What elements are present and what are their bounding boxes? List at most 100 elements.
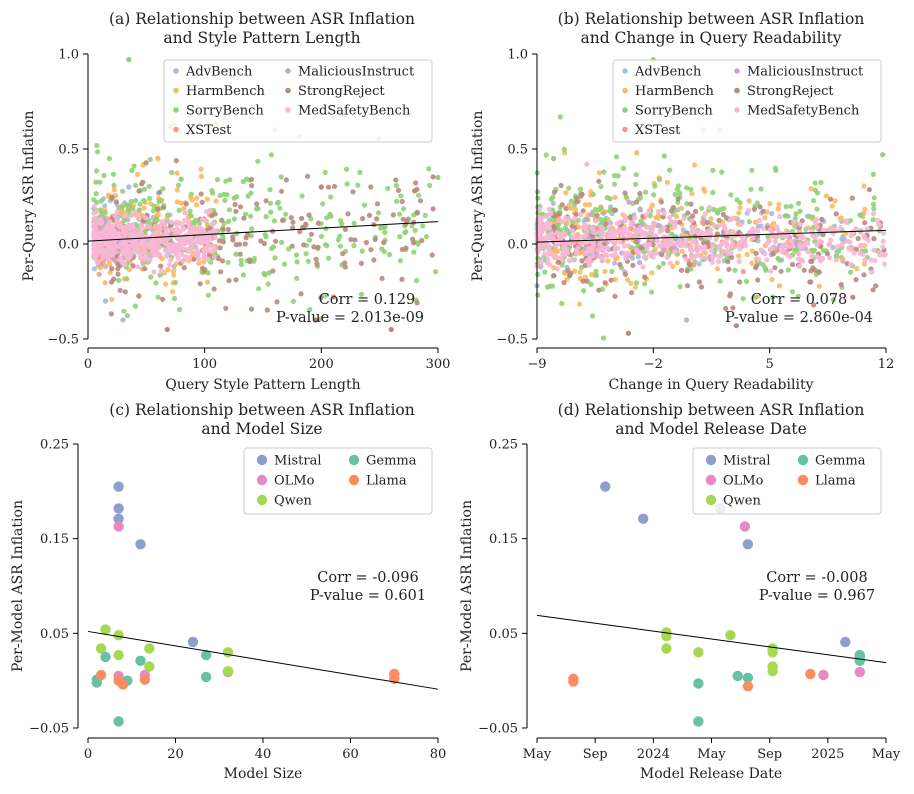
point-harmbench bbox=[198, 173, 204, 179]
point-medsafetybench bbox=[169, 227, 175, 233]
panel-d-title-line2: and Model Release Date bbox=[615, 420, 807, 438]
point-sorrybench bbox=[268, 152, 274, 158]
point-medsafetybench bbox=[536, 229, 542, 235]
point-sorrybench bbox=[880, 152, 886, 158]
point-sorrybench bbox=[385, 185, 391, 192]
point-harmbench bbox=[577, 269, 583, 275]
legend-label-gemma: Gemma bbox=[815, 454, 866, 469]
point-sorrybench bbox=[272, 255, 278, 261]
point-medsafetybench bbox=[882, 252, 888, 258]
point-strongreject bbox=[569, 223, 575, 229]
point-medsafetybench bbox=[589, 225, 595, 231]
point-sorrybench bbox=[820, 248, 826, 254]
point-strongreject bbox=[714, 231, 721, 237]
point-gemma bbox=[100, 651, 111, 663]
point-medsafetybench bbox=[140, 242, 146, 248]
point-advbench bbox=[755, 224, 761, 230]
point-medsafetybench bbox=[210, 221, 216, 227]
point-medsafetybench bbox=[566, 216, 572, 222]
point-sorrybench bbox=[550, 194, 556, 200]
point-strongreject bbox=[273, 238, 279, 244]
point-medsafetybench bbox=[204, 240, 210, 246]
point-medsafetybench bbox=[809, 253, 815, 259]
point-medsafetybench bbox=[147, 235, 153, 241]
point-medsafetybench bbox=[570, 228, 576, 234]
point-medsafetybench bbox=[809, 228, 815, 234]
point-medsafetybench bbox=[730, 229, 736, 235]
point-sorrybench bbox=[620, 165, 627, 171]
point-harmbench bbox=[613, 256, 619, 262]
point-strongreject bbox=[315, 244, 321, 250]
point-medsafetybench bbox=[584, 240, 590, 246]
point-harmbench bbox=[702, 188, 708, 194]
point-medsafetybench bbox=[573, 247, 580, 253]
point-strongreject bbox=[726, 266, 732, 272]
point-harmbench bbox=[775, 206, 781, 212]
point-sorrybench bbox=[222, 197, 228, 203]
point-strongreject bbox=[685, 210, 691, 216]
point-medsafetybench bbox=[186, 221, 192, 227]
point-sorrybench bbox=[132, 182, 139, 188]
point-strongreject bbox=[288, 215, 294, 221]
point-mistral bbox=[638, 513, 649, 524]
point-medsafetybench bbox=[638, 229, 644, 235]
point-medsafetybench bbox=[848, 246, 854, 252]
point-harmbench bbox=[171, 268, 177, 274]
point-strongreject bbox=[305, 173, 311, 179]
point-medsafetybench bbox=[720, 248, 726, 254]
point-strongreject bbox=[658, 199, 664, 205]
point-medsafetybench bbox=[580, 234, 586, 240]
point-harmbench bbox=[776, 283, 783, 289]
point-strongreject bbox=[720, 211, 727, 218]
point-strongreject bbox=[225, 226, 231, 233]
point-sorrybench bbox=[420, 223, 426, 229]
point-medsafetybench bbox=[861, 233, 867, 239]
point-strongreject bbox=[633, 239, 639, 245]
point-sorrybench bbox=[94, 168, 100, 174]
point-sorrybench bbox=[613, 154, 620, 160]
point-medsafetybench bbox=[604, 252, 610, 258]
point-strongreject bbox=[675, 196, 681, 202]
point-sorrybench bbox=[400, 206, 407, 212]
point-medsafetybench bbox=[609, 234, 615, 240]
point-sorrybench bbox=[710, 167, 716, 173]
legend-marker-llama bbox=[348, 474, 360, 486]
panel-b-x-label: Change in Query Readability bbox=[609, 377, 814, 393]
point-medsafetybench bbox=[741, 236, 748, 242]
point-harmbench bbox=[862, 206, 868, 212]
point-strongreject bbox=[197, 281, 203, 287]
point-medsafetybench bbox=[755, 228, 761, 234]
point-sorrybench bbox=[293, 252, 300, 258]
panel-b-title-line2: and Change in Query Readability bbox=[580, 29, 841, 47]
point-harmbench bbox=[625, 277, 631, 283]
legend-label-mistral: Mistral bbox=[274, 454, 322, 469]
panel-a-y-label: Per-Query ASR Inflation bbox=[21, 111, 37, 282]
point-sorrybench bbox=[277, 205, 283, 211]
point-strongreject bbox=[297, 229, 303, 235]
point-strongreject bbox=[665, 228, 671, 234]
legend-label-harmbench: HarmBench bbox=[635, 84, 715, 99]
point-strongreject bbox=[556, 211, 563, 217]
point-medsafetybench bbox=[729, 235, 735, 242]
legend-label-gemma: Gemma bbox=[366, 454, 417, 469]
point-medsafetybench bbox=[118, 257, 124, 263]
point-strongreject bbox=[862, 220, 868, 226]
point-harmbench bbox=[854, 265, 860, 272]
point-qwen bbox=[767, 666, 778, 677]
point-strongreject bbox=[400, 216, 406, 222]
point-medsafetybench bbox=[651, 221, 657, 227]
point-sorrybench bbox=[719, 169, 725, 175]
point-medsafetybench bbox=[710, 253, 716, 260]
panel-b-title-line1: (b) Relationship between ASR Inflation bbox=[558, 10, 865, 28]
point-strongreject bbox=[413, 180, 419, 186]
point-strongreject bbox=[142, 266, 148, 272]
point-strongreject bbox=[219, 217, 225, 223]
point-medsafetybench bbox=[544, 233, 550, 239]
point-medsafetybench bbox=[764, 240, 770, 246]
panel-d-legend-box bbox=[692, 447, 882, 515]
point-medsafetybench bbox=[877, 250, 883, 256]
point-medsafetybench bbox=[791, 219, 797, 225]
point-harmbench bbox=[566, 202, 572, 208]
point-sorrybench bbox=[870, 171, 877, 177]
point-medsafetybench bbox=[597, 240, 603, 246]
